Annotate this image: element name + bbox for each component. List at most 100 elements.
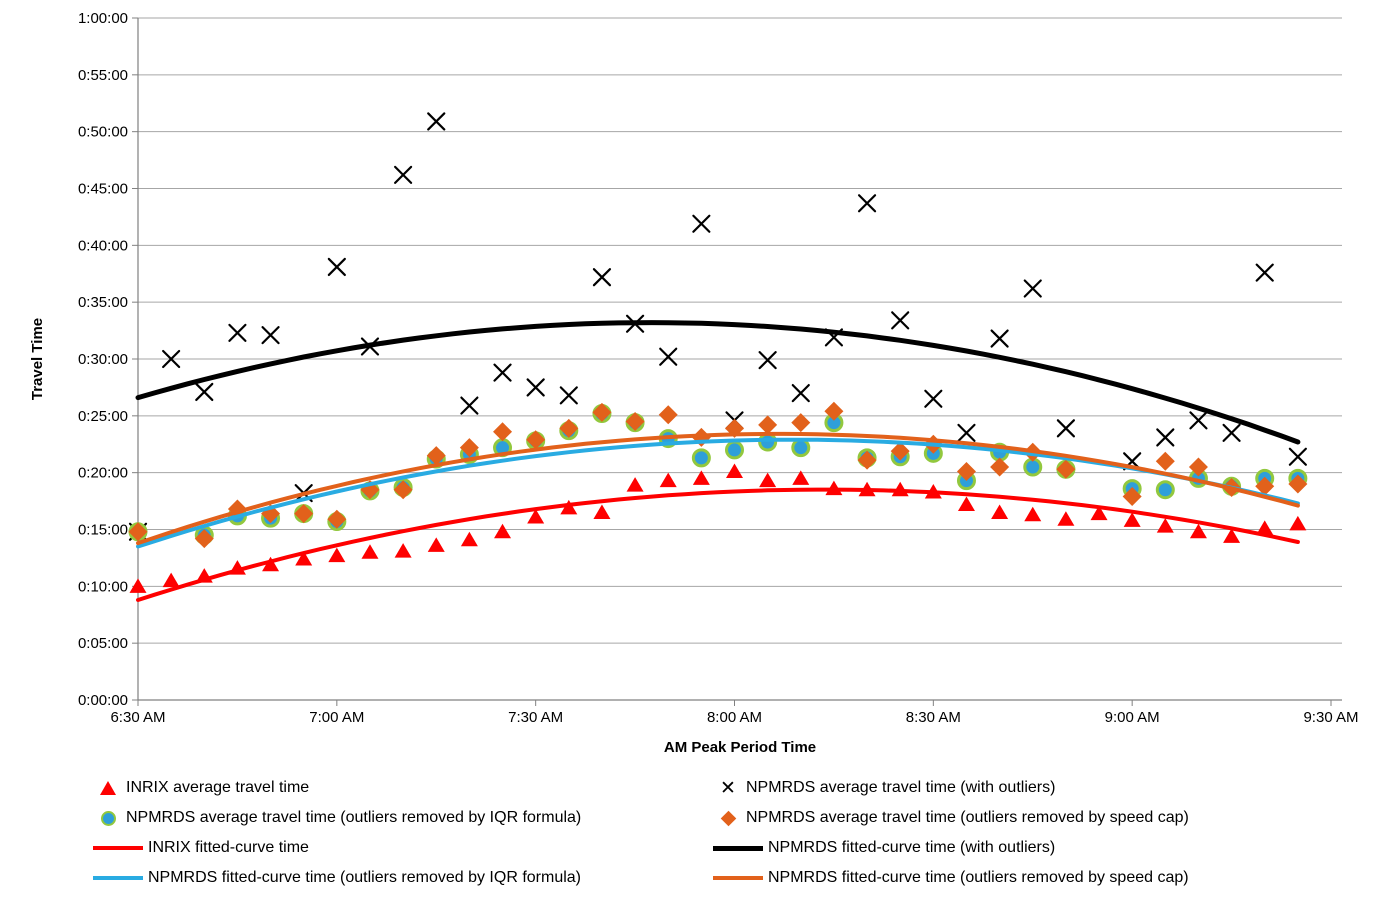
scatter-points-layer bbox=[128, 112, 1308, 593]
scatter-point-npmrds_speed_cap bbox=[791, 413, 811, 433]
y-tick-label: 0:20:00 bbox=[78, 465, 128, 482]
legend-item-inrix-average: INRIX average travel time bbox=[93, 779, 713, 797]
scatter-point-npmrds_speed_cap bbox=[857, 450, 877, 470]
orange-line-sample-icon bbox=[713, 876, 763, 880]
legend-label: NPMRDS fitted-curve time (outliers remov… bbox=[148, 869, 581, 886]
scatter-point-inrix_avg bbox=[328, 547, 346, 563]
y-axis-title: Travel Time bbox=[29, 318, 46, 400]
scatter-point-npmrds_with_outliers bbox=[261, 326, 280, 345]
x-tick-label: 7:00 AM bbox=[309, 709, 364, 726]
axes-layer: 0:00:00 0:05:00 0:10:00 0:15:00 0:20:00 0:25:… bbox=[78, 10, 1359, 726]
scatter-point-npmrds_with_outliers bbox=[427, 112, 446, 131]
legend-item-npmrds-fitted-speed-cap: NPMRDS fitted-curve time (outliers remov… bbox=[713, 869, 1363, 887]
plot-area: 0:00:00 0:05:00 0:10:00 0:15:00 0:20:00 0:25:… bbox=[29, 10, 1359, 756]
y-tick-label: 0:05:00 bbox=[78, 635, 128, 652]
y-tick-label: 0:55:00 bbox=[78, 67, 128, 84]
scatter-point-npmrds_speed_cap bbox=[194, 529, 214, 549]
y-tick-label: 0:40:00 bbox=[78, 237, 128, 254]
y-tick-label: 0:30:00 bbox=[78, 351, 128, 368]
blue-line-sample-icon bbox=[93, 876, 143, 880]
scatter-point-npmrds_with_outliers bbox=[592, 268, 612, 287]
scatter-point-inrix_avg bbox=[1024, 506, 1042, 522]
scatter-point-npmrds_speed_cap bbox=[1255, 476, 1275, 496]
y-tick-label: 0:10:00 bbox=[78, 578, 128, 595]
scatter-point-npmrds_speed_cap bbox=[625, 412, 645, 432]
scatter-point-inrix_avg bbox=[460, 531, 478, 547]
legend-item-npmrds-speed-cap: NPMRDS average travel time (outliers rem… bbox=[713, 809, 1363, 827]
scatter-point-inrix_avg bbox=[394, 543, 412, 558]
scatter-point-npmrds_speed_cap bbox=[990, 457, 1010, 477]
legend-item-inrix-fitted-curve: INRIX fitted-curve time bbox=[93, 839, 713, 857]
scatter-point-npmrds_speed_cap bbox=[493, 422, 513, 442]
scatter-point-inrix_avg bbox=[991, 504, 1009, 519]
scatter-point-npmrds_with_outliers bbox=[791, 384, 810, 403]
x-tick-label: 8:00 AM bbox=[707, 709, 762, 726]
fitted-curve-inrix_fit bbox=[136, 487, 1300, 602]
scatter-point-npmrds_speed_cap bbox=[526, 430, 546, 450]
scatter-point-inrix_avg bbox=[692, 470, 710, 485]
scatter-point-npmrds_with_outliers bbox=[924, 389, 943, 408]
scatter-point-inrix_avg bbox=[1189, 523, 1207, 539]
scatter-point-npmrds_speed_cap bbox=[327, 509, 347, 529]
scatter-point-inrix_avg bbox=[1289, 515, 1307, 531]
scatter-point-inrix_avg bbox=[1123, 512, 1141, 527]
scatter-point-inrix_avg bbox=[792, 470, 810, 485]
scatter-point-npmrds_with_outliers bbox=[1056, 419, 1075, 438]
scatter-point-inrix_avg bbox=[295, 551, 313, 566]
scatter-point-npmrds_speed_cap bbox=[956, 462, 976, 482]
scatter-point-npmrds_speed_cap bbox=[1056, 459, 1076, 479]
scatter-point-inrix_avg bbox=[162, 572, 180, 588]
scatter-point-npmrds_speed_cap bbox=[890, 441, 910, 461]
y-tick-label: 0:50:00 bbox=[78, 124, 128, 141]
scatter-point-npmrds_with_outliers bbox=[1156, 428, 1175, 447]
scatter-point-inrix_avg bbox=[759, 472, 777, 488]
scatter-point-npmrds_with_outliers bbox=[990, 329, 1009, 348]
x-tick-label: 8:30 AM bbox=[906, 709, 961, 726]
scatter-point-npmrds_with_outliers bbox=[228, 323, 247, 342]
x-tick-label: 6:30 AM bbox=[110, 709, 165, 726]
chart-legend: INRIX average travel time NPMRDS average… bbox=[93, 773, 1363, 893]
fitted-curve-npmrds_fit_with_outliers bbox=[135, 320, 1301, 445]
black-x-marker-icon bbox=[713, 780, 743, 796]
scatter-point-npmrds_with_outliers bbox=[1222, 423, 1241, 442]
scatter-point-npmrds_with_outliers bbox=[162, 349, 181, 369]
legend-label: NPMRDS average travel time (outliers rem… bbox=[746, 809, 1189, 826]
scatter-point-npmrds_speed_cap bbox=[426, 446, 446, 466]
scatter-point-npmrds_iqr bbox=[791, 438, 811, 458]
scatter-point-inrix_avg bbox=[957, 496, 975, 511]
legend-label: INRIX fitted-curve time bbox=[148, 839, 309, 856]
scatter-point-npmrds_with_outliers bbox=[758, 351, 777, 370]
scatter-point-inrix_avg bbox=[1057, 511, 1075, 526]
scatter-point-npmrds_iqr bbox=[758, 432, 778, 452]
scatter-point-npmrds_speed_cap bbox=[1155, 451, 1175, 471]
y-tick-label: 0:25:00 bbox=[78, 408, 128, 425]
scatter-point-npmrds_speed_cap bbox=[294, 504, 314, 524]
scatter-point-inrix_avg bbox=[1256, 520, 1274, 535]
scatter-point-npmrds_with_outliers bbox=[1288, 447, 1307, 466]
scatter-point-npmrds_iqr bbox=[691, 448, 711, 468]
legend-label: NPMRDS average travel time (outliers rem… bbox=[126, 809, 582, 826]
x-tick-label: 7:30 AM bbox=[508, 709, 563, 726]
red-triangle-marker-icon bbox=[93, 781, 123, 795]
orange-diamond-marker-icon bbox=[713, 810, 743, 826]
scatter-point-npmrds_with_outliers bbox=[460, 396, 479, 415]
scatter-point-npmrds_with_outliers bbox=[1255, 263, 1274, 282]
scatter-point-npmrds_speed_cap bbox=[459, 438, 479, 458]
scatter-point-npmrds_with_outliers bbox=[1189, 411, 1208, 430]
scatter-point-inrix_avg bbox=[659, 472, 677, 488]
scatter-point-npmrds_with_outliers bbox=[857, 194, 877, 213]
scatter-point-inrix_avg bbox=[494, 523, 512, 539]
scatter-point-npmrds_with_outliers bbox=[692, 214, 711, 233]
legend-label: NPMRDS fitted-curve time (with outliers) bbox=[768, 839, 1056, 856]
y-tick-label: 1:00:00 bbox=[78, 10, 128, 27]
scatter-point-npmrds_speed_cap bbox=[1122, 487, 1142, 507]
black-line-sample-icon bbox=[713, 845, 763, 851]
legend-label: INRIX average travel time bbox=[126, 779, 310, 796]
legend-label: NPMRDS fitted-curve time (outliers remov… bbox=[768, 869, 1189, 886]
scatter-point-inrix_avg bbox=[560, 499, 578, 515]
scatter-point-inrix_avg bbox=[1090, 505, 1108, 521]
scatter-point-inrix_avg bbox=[361, 544, 379, 559]
legend-item-npmrds-with-outliers: NPMRDS average travel time (with outlier… bbox=[713, 779, 1363, 797]
x-axis-title: AM Peak Period Time bbox=[664, 739, 816, 756]
